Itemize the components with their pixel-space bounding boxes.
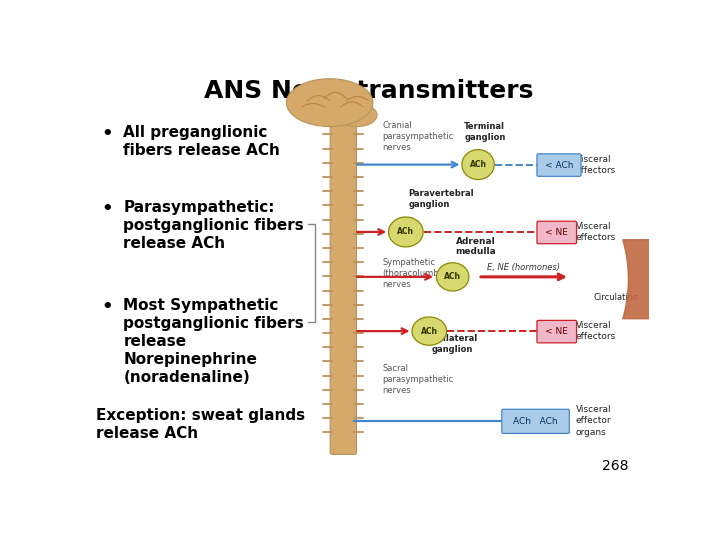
Text: Visceral
effectors: Visceral effectors xyxy=(576,154,616,174)
Text: Exception: sweat glands
release ACh: Exception: sweat glands release ACh xyxy=(96,408,305,441)
FancyBboxPatch shape xyxy=(502,409,570,434)
Text: ANS Neurotransmitters: ANS Neurotransmitters xyxy=(204,79,534,103)
Text: Sacral
parasympathetic
nerves: Sacral parasympathetic nerves xyxy=(382,364,454,395)
FancyBboxPatch shape xyxy=(338,101,352,119)
Text: •: • xyxy=(101,298,113,316)
Text: ACh   ACh: ACh ACh xyxy=(513,417,558,426)
Text: < NE: < NE xyxy=(545,327,568,336)
Text: E, NE (hormones): E, NE (hormones) xyxy=(487,263,560,272)
Ellipse shape xyxy=(462,150,494,180)
Text: All preganglionic
fibers release ACh: All preganglionic fibers release ACh xyxy=(124,125,280,158)
Text: < ACh: < ACh xyxy=(545,160,573,170)
Ellipse shape xyxy=(287,79,373,126)
Text: Cranial
parasympathetic
nerves: Cranial parasympathetic nerves xyxy=(382,121,454,152)
Text: ACh: ACh xyxy=(397,227,414,237)
Text: •: • xyxy=(101,125,113,143)
FancyBboxPatch shape xyxy=(537,221,577,244)
FancyBboxPatch shape xyxy=(537,154,581,177)
Ellipse shape xyxy=(389,217,423,247)
Text: 268: 268 xyxy=(602,459,629,473)
Text: Adrenal
medulla: Adrenal medulla xyxy=(456,237,496,256)
FancyBboxPatch shape xyxy=(330,112,356,454)
Text: Parasympathetic:
postganglionic fibers
release ACh: Parasympathetic: postganglionic fibers r… xyxy=(124,200,305,251)
Text: Paravertebral
ganglion: Paravertebral ganglion xyxy=(409,189,474,208)
Text: ACh: ACh xyxy=(420,327,438,336)
Ellipse shape xyxy=(412,317,446,345)
Text: ACh: ACh xyxy=(469,160,487,169)
Text: Visceral
effector
organs: Visceral effector organs xyxy=(576,406,611,436)
Text: Sympathetic
(thoracolumbar)
nerves: Sympathetic (thoracolumbar) nerves xyxy=(382,258,451,289)
Text: Visceral
effectors: Visceral effectors xyxy=(576,321,616,341)
Text: Visceral
effectors: Visceral effectors xyxy=(576,222,616,242)
Text: Collateral
ganglion: Collateral ganglion xyxy=(432,334,478,354)
Text: Most Sympathetic
postganglionic fibers
release
Norepinephrine
(noradenaline): Most Sympathetic postganglionic fibers r… xyxy=(124,298,305,384)
Text: Terminal
ganglion: Terminal ganglion xyxy=(464,123,505,141)
FancyBboxPatch shape xyxy=(537,320,577,343)
Ellipse shape xyxy=(338,104,377,126)
Text: ACh: ACh xyxy=(444,272,462,281)
Text: Circulation: Circulation xyxy=(593,293,639,302)
Text: < NE: < NE xyxy=(545,228,568,237)
Text: •: • xyxy=(101,200,113,218)
Ellipse shape xyxy=(436,263,469,291)
